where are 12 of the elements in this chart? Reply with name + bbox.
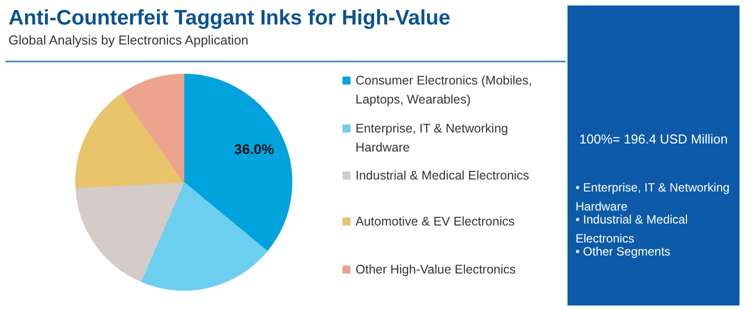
legend-label: Automotive & EV Electronics <box>356 214 515 228</box>
text: • Enterprise, IT & Networking Hardware <box>576 180 730 214</box>
text: 100%= 196.4 USD Million <box>579 132 728 146</box>
legend-label: Industrial & Medical Electronics <box>356 168 530 182</box>
legend-label: Enterprise, IT & Networking Hardware <box>356 122 508 154</box>
legend-label: Other High-Value Electronics <box>356 262 516 276</box>
chart-title: Anti-Counterfeit Taggant Inks for High-Value <box>8 6 450 30</box>
legend-label: Consumer Electronics (Mobiles, Laptops, Wearables) <box>356 74 532 106</box>
chart-subtitle: Global Analysis by Electronics Application <box>8 32 248 48</box>
text: • Industrial & Medical Electronics <box>576 212 688 246</box>
data-label: 36.0% <box>234 141 275 158</box>
text: • Other Segments <box>576 244 670 258</box>
